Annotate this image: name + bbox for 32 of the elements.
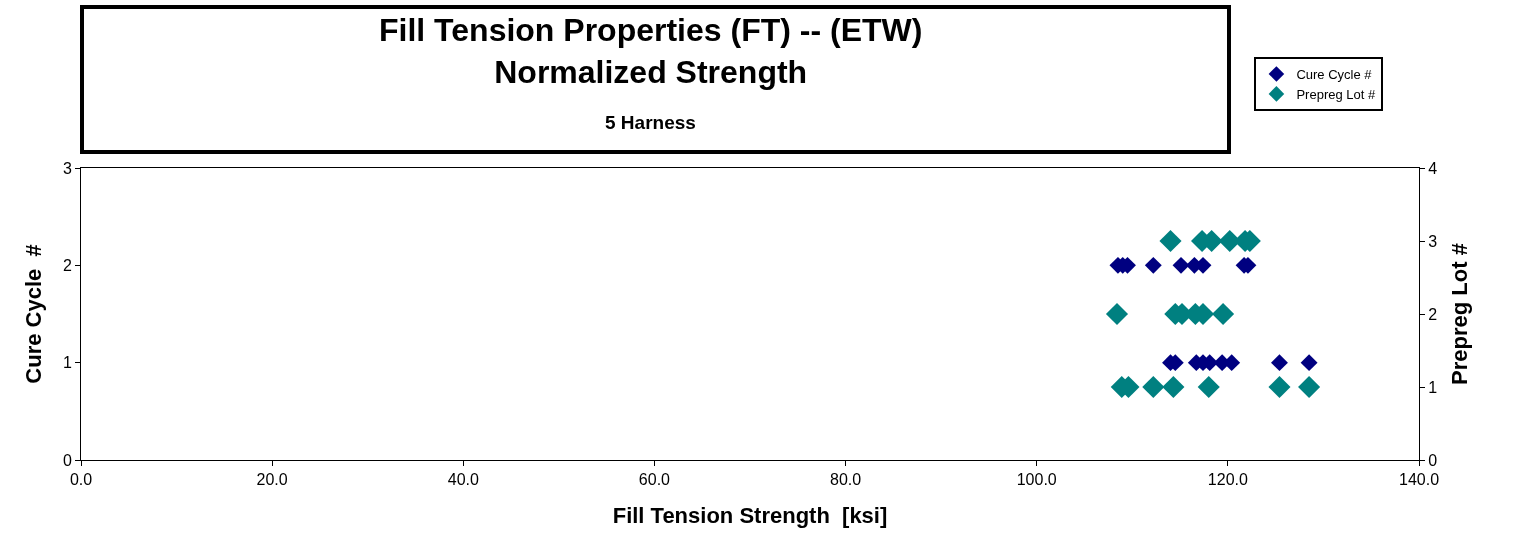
y2-tick-label: 0: [1428, 451, 1438, 469]
y-tick-label: 1: [62, 354, 72, 372]
x-tick-label: 60.0: [638, 471, 671, 489]
y2-axis-title: Prepreg Lot #: [1447, 243, 1473, 385]
x-tick-label: 40.0: [447, 471, 479, 489]
point: [1298, 375, 1321, 399]
x-tick-label: 0.0: [69, 471, 93, 489]
chart-subtitle: 5 Harness: [605, 112, 696, 133]
point: [1197, 375, 1220, 399]
x-tick-label: 20.0: [256, 471, 288, 489]
point: [1142, 375, 1165, 399]
legend-label: Prepreg Lot #: [1296, 86, 1376, 102]
y-tick-label: 2: [62, 256, 72, 274]
point: [1162, 375, 1185, 399]
y-tick-label: 0: [62, 451, 72, 469]
y-tick-label: 3: [62, 159, 72, 177]
chart-title: Fill Tension Properties (FT) -- (ETW) Normalized Strength: [379, 12, 923, 90]
x-tick-label: 140.0: [1398, 471, 1440, 489]
point: [1212, 302, 1235, 326]
y2-tick-label: 2: [1428, 305, 1438, 323]
y2-tick-label: 4: [1428, 159, 1438, 177]
x-tick-label: 100.0: [1016, 471, 1057, 489]
point: [1105, 302, 1129, 326]
x-tick-label: 80.0: [830, 471, 862, 489]
y2-tick-label: 1: [1428, 378, 1438, 396]
x-axis-title: Fill Tension Strength [ksi]: [612, 503, 888, 529]
point: [1268, 375, 1291, 399]
point: [1159, 229, 1182, 253]
legend-label: Cure Cycle #: [1296, 67, 1373, 83]
y-axis-title: Cure Cycle #: [20, 244, 46, 384]
x-tick-label: 120.0: [1207, 471, 1248, 489]
y2-tick-label: 3: [1428, 232, 1438, 250]
